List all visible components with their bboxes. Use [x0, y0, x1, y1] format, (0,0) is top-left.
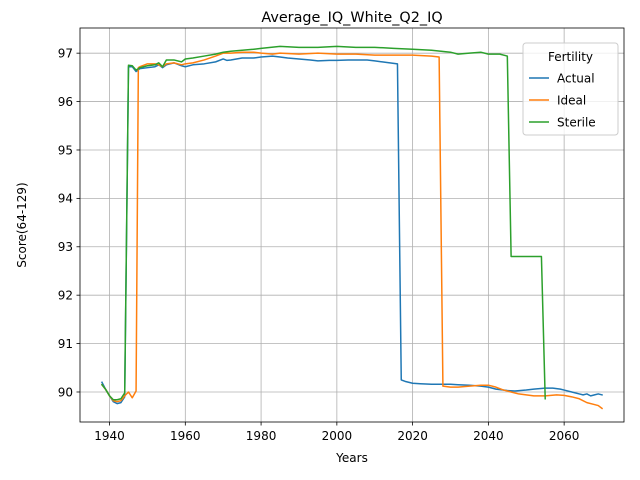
y-tick-label: 93: [58, 240, 73, 254]
chart-title: Average_IQ_White_Q2_IQ: [261, 10, 442, 26]
y-tick-label: 92: [58, 288, 73, 302]
x-tick-label: 1960: [170, 429, 201, 443]
y-tick-label: 96: [58, 95, 73, 109]
legend-label-sterile: Sterile: [557, 115, 596, 129]
y-tick-label: 95: [58, 143, 73, 157]
x-tick-label: 2020: [397, 429, 428, 443]
legend: Fertility Actual Ideal Sterile: [522, 42, 619, 136]
x-axis-label: Years: [335, 451, 368, 465]
legend-box: [522, 42, 619, 136]
y-tick-label: 90: [58, 385, 73, 399]
plot-frame: [79, 27, 625, 423]
y-tick-label: 91: [58, 337, 73, 351]
series-line-sterile: [100, 45, 546, 401]
series-line-ideal: [100, 51, 604, 410]
y-axis-label: Score(64-129): [15, 182, 29, 267]
tick-layer: 1940 1960 1980 2000 2020 2040 2060 90 91 92 93 94 95…: [58, 46, 580, 443]
x-tick-label: 1940: [94, 429, 125, 443]
legend-label-actual: Actual: [557, 71, 595, 85]
legend-title: Fertility: [548, 50, 593, 64]
series-layer: [100, 45, 604, 410]
series-line-actual: [100, 55, 603, 405]
x-tick-label: 2000: [322, 429, 353, 443]
y-tick-label: 94: [58, 192, 73, 206]
legend-entries: Actual Ideal Sterile: [529, 71, 596, 129]
legend-label-ideal: Ideal: [557, 93, 586, 107]
x-tick-label: 1980: [246, 429, 277, 443]
y-tick-label: 97: [58, 46, 73, 60]
x-tick-label: 2040: [473, 429, 504, 443]
x-tick-label: 2060: [549, 429, 580, 443]
